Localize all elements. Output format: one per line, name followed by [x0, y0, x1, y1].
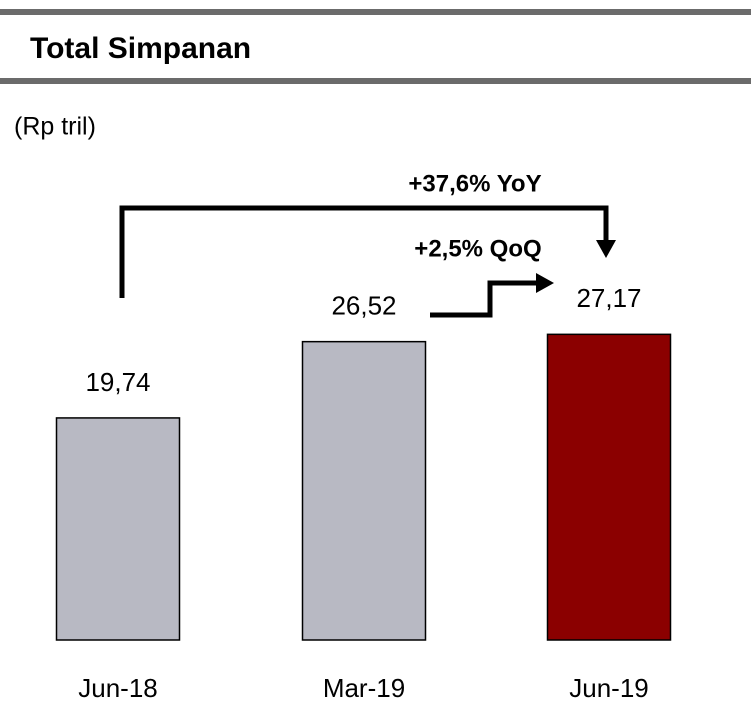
x-tick-label: Mar-19 — [323, 673, 405, 703]
subtitle: (Rp tril) — [14, 113, 96, 141]
bar — [546, 333, 672, 641]
yoy-arrow — [119, 205, 609, 298]
bar — [55, 417, 181, 641]
value-label: 27,17 — [576, 283, 641, 313]
qoq-arrowhead — [536, 273, 554, 293]
qoq-arrow — [430, 280, 538, 318]
title-rule — [0, 78, 751, 84]
yoy-annotation: +37,6% YoY — [408, 170, 541, 197]
x-tick-label: Jun-18 — [78, 673, 158, 703]
value-label: 26,52 — [331, 291, 396, 321]
yoy-arrowhead — [596, 240, 616, 258]
qoq-annotation: +2,5% QoQ — [414, 235, 541, 262]
top-rule — [0, 9, 751, 15]
value-label: 19,74 — [85, 367, 150, 397]
x-tick-label: Jun-19 — [569, 673, 649, 703]
bar — [301, 340, 427, 641]
chart-title: Total Simpanan — [30, 32, 251, 65]
